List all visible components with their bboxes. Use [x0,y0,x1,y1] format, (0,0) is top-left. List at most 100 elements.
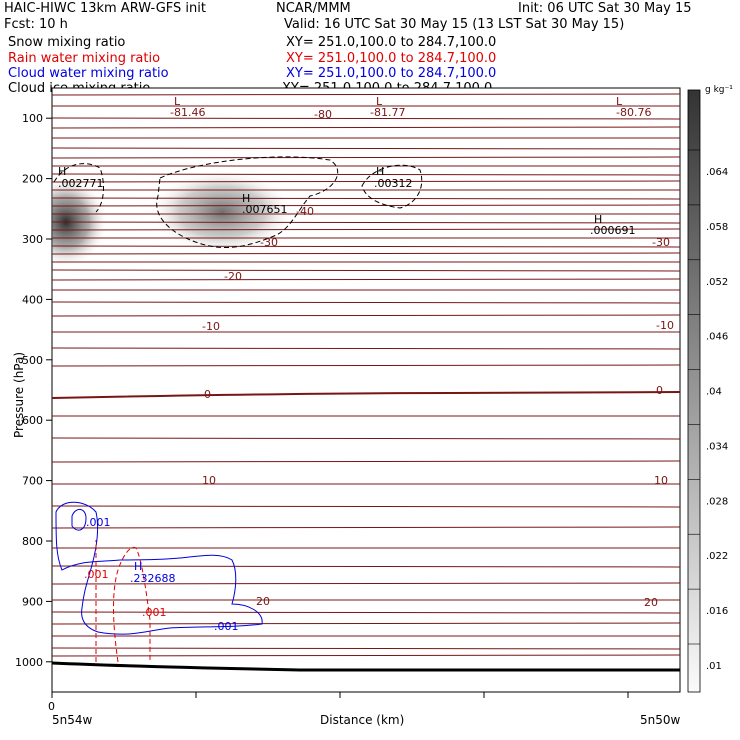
temperature-contour [52,156,680,159]
temperature-contour [52,117,680,120]
colorbar [687,89,701,693]
temp-label-13: 10 [202,474,216,487]
temperature-contour [52,505,680,508]
y-tick-label: 600 [22,414,43,427]
temp-label-5: -40 [296,205,314,218]
y-tick-label: 900 [22,595,43,608]
colorbar-tick-label: .046 [706,332,728,343]
forecast-hour: Fcst: 10 h [4,17,68,32]
snow-max-value-mid: .007651 [242,203,288,216]
temperature-contour [52,582,680,585]
cloud-water-contour-a [55,501,263,635]
temp-label-9: -10 [202,320,220,333]
temperature-contour [52,301,680,304]
temperature-contour [52,611,680,614]
temperature-contour [52,93,680,96]
colorbar-tick-label: .034 [706,441,728,452]
x-right-location: 5n50w [640,713,681,727]
temperature-contour [52,197,680,200]
colorbar-tick-label: .016 [706,606,728,617]
x-axis-ticks [51,692,629,698]
field-xy-cloud-water: XY= 251.0,100.0 to 284.7,100.0 [286,66,497,81]
org-label: NCAR/MMM [276,1,351,16]
temperature-contour [52,204,680,207]
temp-label-11: 0 [204,388,211,401]
temperature-contour [52,173,680,176]
temp-label-1: -81.46 [170,106,206,119]
temperature-contour [52,126,680,129]
temperature-contour [52,647,680,650]
cloud-water-label-2: .001 [214,620,239,633]
colorbar-tick-label: .028 [706,496,728,507]
ice-max-value-left: .002771 [58,177,104,190]
y-tick-label: 500 [22,354,43,367]
y-axis-label: Pressure (hPa) [12,351,26,439]
max-value-far-right: .000691 [590,224,636,237]
field-xy-snow: XY= 251.0,100.0 to 284.7,100.0 [286,35,497,50]
rain-contour-b [113,546,151,663]
high-marker-snow-mid: H [242,192,251,205]
temp-label-2: -80 [314,108,332,121]
temp-label-4: -80.76 [616,106,652,119]
temp-label-10: -10 [656,319,674,332]
valid-time: Valid: 16 UTC Sat 30 May 15 (13 LST Sat … [284,17,625,32]
temperature-contour [52,364,680,367]
field-name-snow: Snow mixing ratio [8,35,126,50]
terrain-line [52,661,680,672]
y-tick-label: 200 [22,173,43,186]
temperature-contour [52,314,680,317]
temperature-contour [52,526,680,529]
field-xy-rain: XY= 251.0,100.0 to 284.7,100.0 [286,51,497,66]
temperature-contour [52,221,680,224]
colorbar-tick-label: .01 [706,661,722,672]
temp-label-7: -30 [652,236,670,249]
temperature-contour [52,460,680,463]
temp-label-14: 10 [654,474,668,487]
rain-label-1: .001 [84,568,109,581]
low-marker-1: L [174,95,181,108]
x-start-label: 0 [48,700,55,713]
low-marker-2: L [376,95,383,108]
temp-label-15: 20 [256,595,270,608]
temperature-contour [52,245,680,248]
plot-frame [51,87,681,693]
cloud-water-label-1: .001 [86,516,111,529]
high-marker-cloud-water: H [134,560,143,573]
colorbar-tick-label: .064 [706,167,728,178]
temperature-contour [52,278,680,281]
colorbar-tick-label: .058 [706,222,728,233]
colorbar-tick-label: .04 [706,387,722,398]
zero-isotherm [52,391,680,399]
temp-label-12: 0 [656,384,663,397]
temperature-contour [52,622,680,625]
high-marker-ice-left: H [58,165,67,178]
field-name-rain: Rain water mixing ratio [8,51,161,66]
y-tick-label: 100 [22,112,43,125]
y-tick-label: 700 [22,475,43,488]
temp-label-16: 20 [644,596,658,609]
temperature-contour [52,654,680,657]
temperature-contour [52,269,680,272]
high-marker-ice-right: H [376,165,385,178]
temp-label-6: -30 [260,236,278,249]
cloud-water-contour-b [71,509,87,531]
temperature-contour [52,147,680,150]
temp-label-3: -81.77 [370,106,406,119]
temperature-contour [52,252,680,255]
cloud-ice-contour-right [361,164,423,209]
rain-label-2: .001 [142,606,167,619]
init-time: Init: 06 UTC Sat 30 May 15 [518,1,692,16]
x-left-location: 5n54w [52,713,93,727]
cloud-ice-contour-mid [156,156,339,249]
cloud-ice-contour-left [53,163,104,213]
temperature-contour [52,565,680,568]
y-tick-label: 300 [22,233,43,246]
cloud-water-max-value: .232688 [130,572,176,585]
temperature-contour [52,347,680,350]
low-marker-3: L [616,95,623,108]
temp-label-8: -20 [224,270,242,283]
colorbar-tick-label: .052 [706,277,728,288]
temperature-contour [52,180,680,183]
model-title: HAIC-HIWC 13km ARW-GFS init [4,1,206,16]
